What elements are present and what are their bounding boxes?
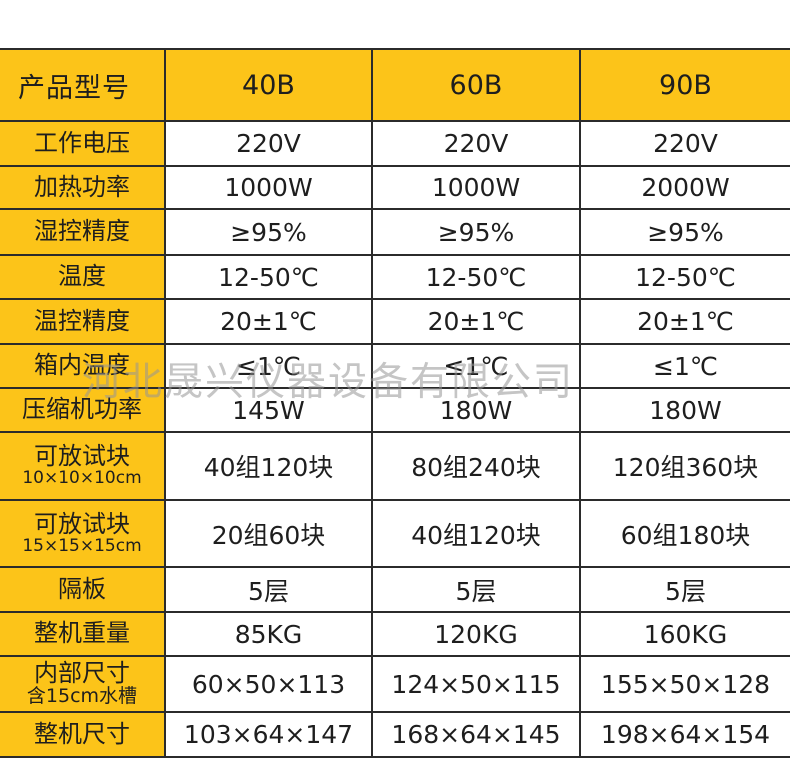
value-40b: 5层 <box>164 566 373 613</box>
row-label: 压缩机功率 <box>0 387 166 433</box>
row-label: 内部尺寸 <box>34 658 130 687</box>
value-60b: 80组240块 <box>371 431 581 501</box>
value-40b: 145W <box>164 387 373 433</box>
value-40b: ≤1℃ <box>164 343 373 389</box>
row-overall-size: 整机尺寸 103×64×147 168×64×145 198×64×154 <box>0 711 790 758</box>
row-label: 加热功率 <box>0 165 166 210</box>
value-40b: 20组60块 <box>164 499 373 568</box>
value-60b: 1000W <box>371 165 581 210</box>
spec-table: 产品型号 40B 60B 90B 工作电压 220V 220V 220V 加热功… <box>0 48 790 758</box>
value-40b: 220V <box>164 120 373 167</box>
row-capacity-10cm: 可放试块 10×10×10cm 40组120块 80组240块 120组360块 <box>0 431 790 501</box>
value-90b: 155×50×128 <box>579 655 790 713</box>
row-inner-size: 内部尺寸 含15cm水槽 60×50×113 124×50×115 155×50… <box>0 655 790 713</box>
model-60b: 60B <box>371 48 581 122</box>
value-60b: 20±1℃ <box>371 298 581 345</box>
row-working-voltage: 工作电压 220V 220V 220V <box>0 120 790 167</box>
value-60b: 5层 <box>371 566 581 613</box>
model-40b: 40B <box>164 48 373 122</box>
value-40b: 85KG <box>164 611 373 657</box>
value-40b: ≥95% <box>164 208 373 256</box>
value-60b: 40组120块 <box>371 499 581 568</box>
value-90b: 220V <box>579 120 790 167</box>
value-40b: 103×64×147 <box>164 711 373 758</box>
row-label: 整机重量 <box>0 611 166 657</box>
value-90b: ≥95% <box>579 208 790 256</box>
row-label: 隔板 <box>0 566 166 613</box>
value-90b: 180W <box>579 387 790 433</box>
row-sublabel: 15×15×15cm <box>22 535 142 556</box>
value-60b: 168×64×145 <box>371 711 581 758</box>
row-label-cell: 可放试块 10×10×10cm <box>0 431 166 501</box>
value-40b: 40组120块 <box>164 431 373 501</box>
row-label: 湿控精度 <box>0 208 166 256</box>
value-90b: 2000W <box>579 165 790 210</box>
row-label-cell: 可放试块 15×15×15cm <box>0 499 166 568</box>
row-weight: 整机重量 85KG 120KG 160KG <box>0 611 790 657</box>
value-90b: 20±1℃ <box>579 298 790 345</box>
row-label: 可放试块 <box>34 442 130 471</box>
row-label-cell: 内部尺寸 含15cm水槽 <box>0 655 166 713</box>
header-row: 产品型号 40B 60B 90B <box>0 48 790 122</box>
value-40b: 12-50℃ <box>164 254 373 300</box>
value-40b: 60×50×113 <box>164 655 373 713</box>
value-60b: 12-50℃ <box>371 254 581 300</box>
row-heating-power: 加热功率 1000W 1000W 2000W <box>0 165 790 210</box>
value-60b: 120KG <box>371 611 581 657</box>
value-90b: ≤1℃ <box>579 343 790 389</box>
row-temperature-control: 温控精度 20±1℃ 20±1℃ 20±1℃ <box>0 298 790 345</box>
row-label: 可放试块 <box>34 509 130 538</box>
row-label: 温度 <box>0 254 166 300</box>
value-60b: ≤1℃ <box>371 343 581 389</box>
value-60b: 220V <box>371 120 581 167</box>
row-label: 温控精度 <box>0 298 166 345</box>
row-temperature: 温度 12-50℃ 12-50℃ 12-50℃ <box>0 254 790 300</box>
row-inner-temperature: 箱内温度 ≤1℃ ≤1℃ ≤1℃ <box>0 343 790 389</box>
row-capacity-15cm: 可放试块 15×15×15cm 20组60块 40组120块 60组180块 <box>0 499 790 568</box>
value-60b: 180W <box>371 387 581 433</box>
row-sublabel: 含15cm水槽 <box>26 685 138 708</box>
row-label: 整机尺寸 <box>0 711 166 758</box>
row-label: 箱内温度 <box>0 343 166 389</box>
value-90b: 5层 <box>579 566 790 613</box>
model-header-label: 产品型号 <box>0 48 166 122</box>
value-90b: 160KG <box>579 611 790 657</box>
value-40b: 20±1℃ <box>164 298 373 345</box>
value-60b: ≥95% <box>371 208 581 256</box>
value-90b: 120组360块 <box>579 431 790 501</box>
row-compressor-power: 压缩机功率 145W 180W 180W <box>0 387 790 433</box>
value-90b: 12-50℃ <box>579 254 790 300</box>
value-60b: 124×50×115 <box>371 655 581 713</box>
value-90b: 198×64×154 <box>579 711 790 758</box>
model-90b: 90B <box>579 48 790 122</box>
row-humidity-control: 湿控精度 ≥95% ≥95% ≥95% <box>0 208 790 256</box>
value-90b: 60组180块 <box>579 499 790 568</box>
row-sublabel: 10×10×10cm <box>22 468 142 489</box>
row-shelves: 隔板 5层 5层 5层 <box>0 566 790 613</box>
row-label: 工作电压 <box>0 120 166 167</box>
value-40b: 1000W <box>164 165 373 210</box>
